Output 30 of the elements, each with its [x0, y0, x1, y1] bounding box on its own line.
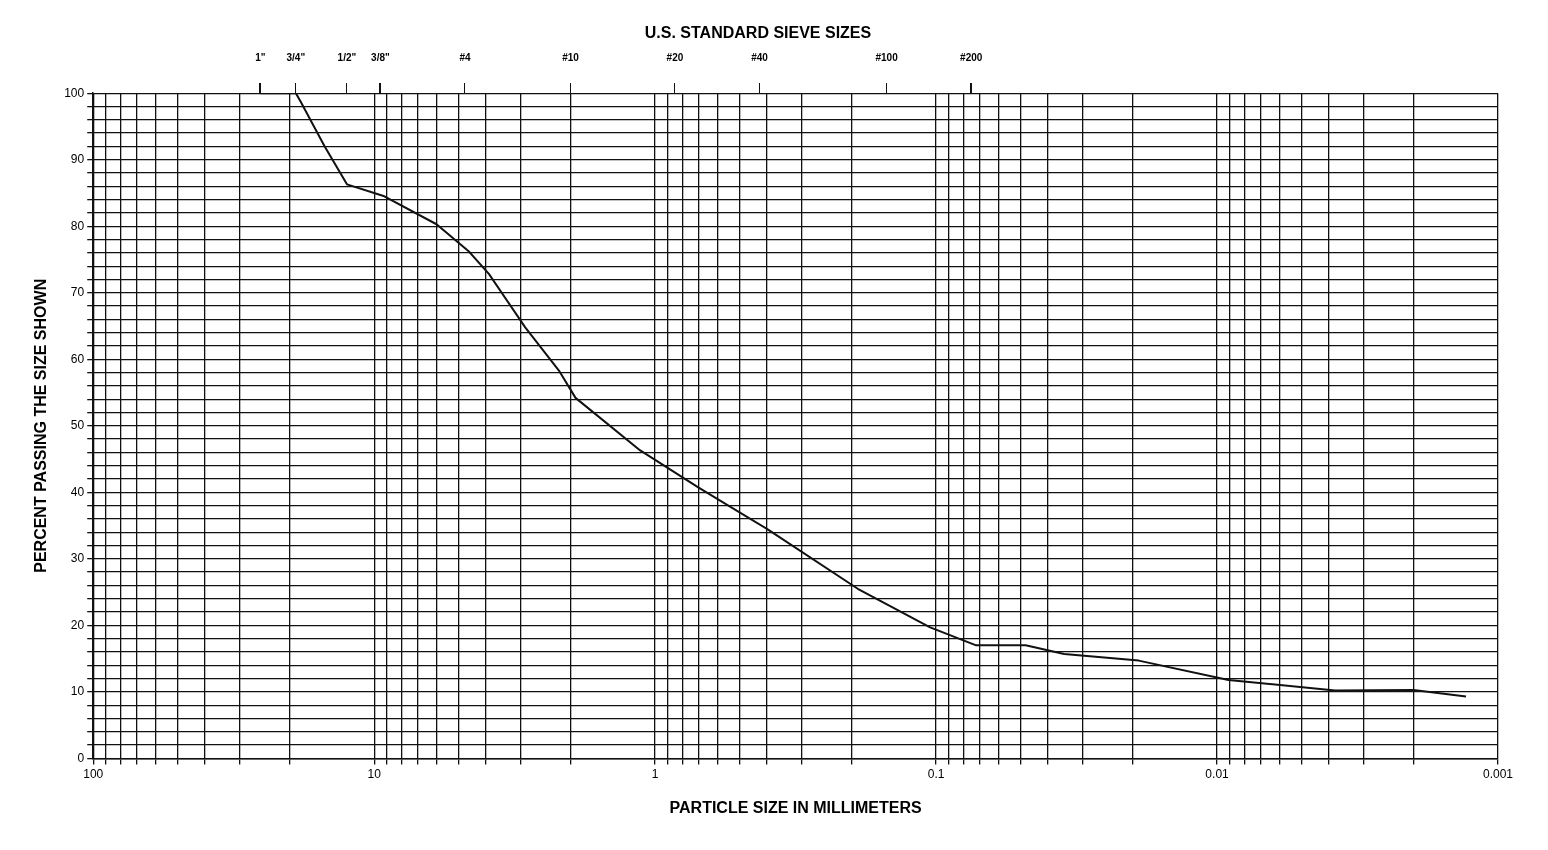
- text: 3/4": [286, 51, 306, 63]
- y-axis-title: PERCENT PASSING THE SIZE SHOWN: [32, 278, 50, 573]
- y-tick-label: 10: [70, 684, 85, 699]
- x-tick-label: 0.1: [927, 766, 945, 781]
- text: #40: [751, 51, 769, 63]
- text: 1/2": [337, 51, 357, 63]
- x-tick-label: 0.01: [1205, 766, 1230, 781]
- y-tick-label: 60: [70, 351, 85, 366]
- x-tick-label: 0.001: [1482, 766, 1514, 781]
- x-tick-label: 10: [367, 766, 382, 781]
- text: 1": [255, 51, 266, 63]
- text: #4: [459, 51, 472, 63]
- y-tick-label: 90: [70, 152, 85, 167]
- x-tick-label: 1: [651, 766, 659, 781]
- text: #10: [562, 51, 580, 63]
- text: #20: [666, 51, 684, 63]
- x-tick-label: 100: [83, 766, 104, 781]
- y-tick-label: 80: [70, 218, 85, 233]
- y-tick-label: 100: [64, 85, 85, 100]
- y-tick-label: 30: [70, 551, 85, 566]
- y-tick-label: 50: [70, 418, 85, 433]
- text: #100: [875, 51, 899, 63]
- text: #200: [960, 51, 983, 63]
- x-axis-title: PARTICLE SIZE IN MILLIMETERS: [669, 798, 923, 816]
- y-tick-label: 20: [70, 617, 85, 632]
- y-tick-label: 70: [70, 285, 85, 300]
- y-tick-label: 40: [70, 484, 85, 499]
- text: 3/8": [371, 51, 391, 63]
- y-tick-label: 0: [77, 750, 85, 765]
- chart-title: U.S. STANDARD SIEVE SIZES: [644, 24, 872, 42]
